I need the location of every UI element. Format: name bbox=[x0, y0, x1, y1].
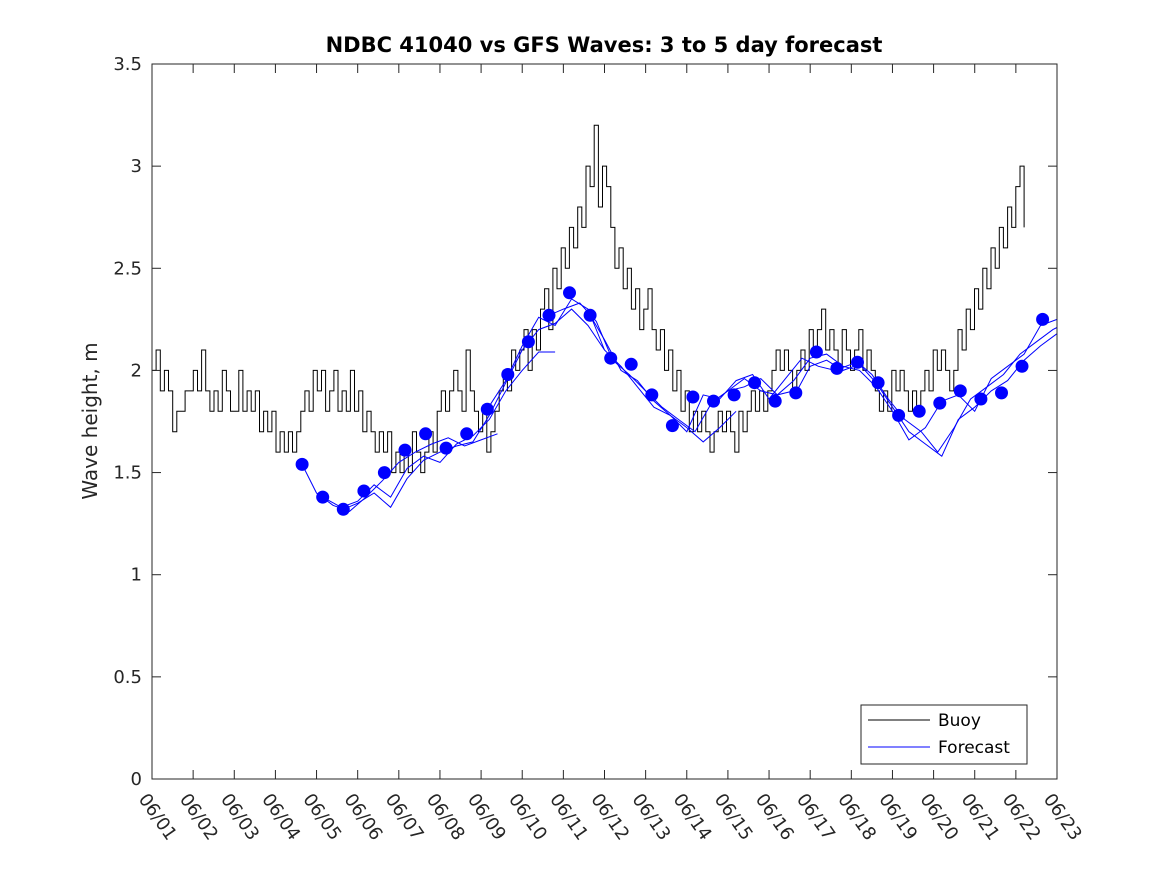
forecast-marker bbox=[809, 345, 823, 359]
forecast-marker bbox=[953, 384, 967, 398]
legend-box bbox=[860, 704, 1028, 765]
forecast-marker bbox=[604, 351, 618, 365]
forecast-marker bbox=[542, 308, 556, 322]
forecast-marker bbox=[563, 286, 576, 300]
buoy-series-line bbox=[152, 124, 1025, 474]
forecast-marker bbox=[727, 388, 741, 402]
y-tick-label: 1 bbox=[131, 565, 142, 586]
forecast-marker bbox=[480, 402, 494, 416]
legend: Buoy Forecast bbox=[860, 704, 1028, 765]
forecast-marker bbox=[789, 386, 803, 400]
y-tick-label: 3 bbox=[131, 156, 142, 177]
forecast-marker bbox=[377, 466, 391, 480]
forecast-marker bbox=[707, 394, 720, 408]
forecast-marker bbox=[645, 388, 659, 402]
forecast-marker bbox=[295, 457, 309, 471]
y-tick-label: 1.5 bbox=[113, 463, 142, 484]
forecast-marker bbox=[460, 427, 474, 441]
forecast-marker bbox=[398, 443, 412, 457]
forecast-series-line-7 bbox=[713, 318, 1058, 441]
forecast-marker bbox=[1015, 359, 1029, 373]
forecast-marker bbox=[419, 427, 433, 441]
forecast-series-line-6 bbox=[589, 315, 852, 433]
forecast-marker bbox=[1036, 312, 1050, 326]
y-tick-label: 2 bbox=[131, 360, 142, 381]
forecast-marker bbox=[830, 361, 844, 375]
forecast-marker bbox=[439, 441, 453, 455]
data-layer bbox=[152, 124, 1058, 516]
forecast-marker bbox=[851, 355, 864, 369]
forecast-marker bbox=[892, 408, 906, 422]
forecast-marker bbox=[316, 490, 330, 504]
y-tick-label: 0 bbox=[131, 769, 142, 790]
forecast-marker bbox=[521, 335, 535, 349]
legend-buoy-label: Buoy bbox=[938, 711, 981, 731]
y-tick-label: 0.5 bbox=[113, 667, 142, 688]
forecast-series-line-1 bbox=[301, 433, 498, 512]
forecast-marker bbox=[974, 392, 988, 406]
forecast-marker bbox=[748, 376, 762, 390]
forecast-marker bbox=[686, 390, 700, 404]
forecast-marker bbox=[871, 376, 885, 390]
forecast-marker bbox=[336, 502, 350, 516]
y-axis-label: Wave height, m bbox=[78, 342, 102, 499]
forecast-marker bbox=[501, 368, 515, 381]
forecast-marker bbox=[768, 394, 782, 408]
forecast-marker bbox=[583, 308, 597, 322]
forecast-marker bbox=[624, 357, 638, 371]
legend-forecast-label: Forecast bbox=[938, 738, 1010, 758]
forecast-marker bbox=[357, 484, 371, 498]
forecast-series-line-3 bbox=[343, 308, 605, 510]
plot-area bbox=[152, 64, 1057, 779]
forecast-marker bbox=[912, 404, 926, 418]
y-tick-label: 3.5 bbox=[113, 54, 142, 75]
forecast-series-line-9 bbox=[857, 327, 1058, 453]
forecast-marker bbox=[665, 419, 679, 433]
y-tick-label: 2.5 bbox=[113, 258, 142, 279]
forecast-marker bbox=[995, 386, 1008, 400]
forecast-marker bbox=[933, 396, 947, 410]
chart-title: NDBC 41040 vs GFS Waves: 3 to 5 day fore… bbox=[326, 33, 883, 57]
